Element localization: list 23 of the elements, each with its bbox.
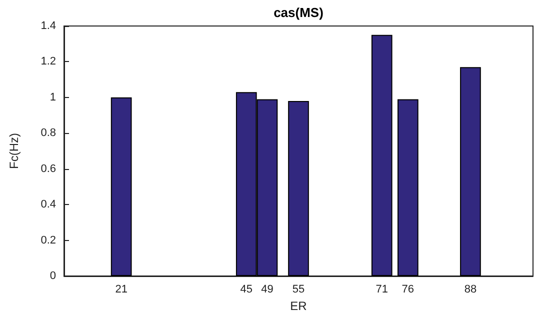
chart-title: cas(MS) — [274, 5, 324, 20]
y-tick-label: 0.2 — [40, 234, 56, 246]
x-tick-label: 21 — [115, 284, 128, 296]
x-axis-title: ER — [290, 298, 308, 313]
x-tick-label: 71 — [376, 284, 388, 296]
y-tick-label: 1 — [50, 91, 56, 104]
bar — [371, 34, 392, 276]
y-tick-label: 0.6 — [40, 162, 56, 175]
y-tick-label: 1.4 — [40, 20, 56, 32]
y-tick-label: 0.8 — [40, 127, 56, 140]
bar — [110, 97, 132, 276]
x-tick-label: 88 — [464, 284, 477, 296]
bar — [288, 101, 309, 276]
y-tick-label: 0 — [50, 270, 56, 282]
x-tick-label: 45 — [240, 284, 253, 296]
bar — [460, 67, 481, 276]
y-tick-label: 1.2 — [40, 56, 56, 68]
bar — [398, 99, 418, 276]
x-tick-label: 76 — [402, 284, 414, 296]
y-tick-label: 0.4 — [40, 198, 56, 211]
x-tick-label: 49 — [261, 284, 274, 296]
y-axis-title: Fc(Hz) — [7, 133, 21, 169]
x-tick-label: 55 — [292, 284, 305, 296]
